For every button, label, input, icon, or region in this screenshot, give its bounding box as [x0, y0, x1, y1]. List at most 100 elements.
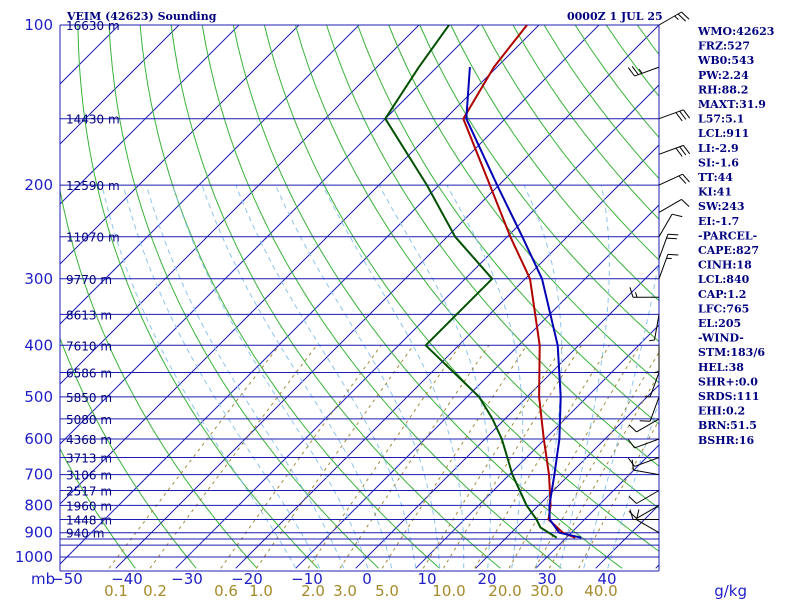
mixing-ratio-tick-label: 1.0 [249, 582, 273, 600]
temperature-tick-label: 0 [362, 570, 372, 588]
station-title: VEIM (42623) Sounding [66, 10, 217, 23]
stat-item: KI:41 [698, 186, 732, 199]
dry-adiabat-line [574, 25, 659, 139]
stat-item: -WIND- [698, 332, 744, 345]
isotherm-line [535, 444, 659, 569]
wind-barb [658, 144, 691, 157]
wind-barb [649, 314, 660, 342]
moist-adiabat-line [235, 184, 417, 569]
stat-item: BSHR:16 [698, 434, 754, 447]
dry-adiabat-line [108, 25, 380, 569]
wind-barb [644, 372, 660, 398]
height-label: 6586 m [66, 367, 112, 381]
mixing-ratio-line [255, 345, 414, 569]
isotherm-line [0, 13, 11, 568]
height-label: 3106 m [66, 469, 112, 483]
dry-adiabat-line [481, 25, 659, 261]
pressure-unit-label: mb [31, 570, 55, 588]
height-label: 5850 m [66, 391, 112, 405]
temperature-profile-line [462, 25, 576, 539]
stat-item: LFC:765 [698, 302, 749, 315]
moist-adiabat-line [101, 184, 297, 569]
height-label: 3713 m [66, 452, 112, 466]
stat-item: CAP:1.2 [698, 288, 746, 301]
wind-barb [639, 396, 660, 422]
stat-item: L57:5.1 [698, 113, 744, 126]
stat-item: STM:183/6 [698, 346, 765, 359]
mixing-ratio-tick-label: 2.0 [301, 582, 325, 600]
mixing-ratio-line [307, 345, 461, 569]
wind-barb [658, 198, 690, 213]
isotherm-line [60, 25, 480, 445]
wind-barb [658, 11, 690, 26]
mixing-ratio-line [220, 345, 382, 569]
height-label: 1448 m [66, 514, 112, 528]
moist-adiabat-line [322, 184, 465, 569]
pressure-tick-label: 800 [24, 496, 53, 514]
dewpoint-profile-line [384, 25, 558, 539]
pressure-tick-label: 700 [24, 466, 53, 484]
height-label: 4368 m [66, 433, 112, 447]
mixing-ratio-line [149, 344, 318, 569]
height-label: 9770 m [66, 273, 112, 287]
height-label: 2517 m [66, 485, 112, 499]
dry-adiabat-line [232, 25, 623, 569]
wind-barb [628, 504, 660, 519]
moist-adiabat-line [559, 185, 610, 569]
dry-adiabat-line [263, 25, 659, 552]
moist-adiabat-line [201, 184, 393, 569]
mixing-ratio-line [339, 345, 490, 569]
mixing-ratio-line [578, 419, 659, 569]
mixing-ratio-line [474, 345, 610, 569]
wind-barb [629, 509, 659, 520]
dry-adiabat-line [388, 25, 659, 384]
mixing-ratio-line [422, 345, 565, 569]
temperature-tick-label: −10 [291, 570, 323, 588]
height-label: 12590 m [66, 179, 120, 193]
temperature-tick-label: −20 [231, 570, 263, 588]
isotherm-line [60, 25, 540, 505]
stat-item: TT:44 [698, 171, 733, 184]
isotherm-line [60, 25, 600, 565]
dry-adiabat-line [357, 25, 659, 425]
isotherm-line [60, 25, 180, 145]
isotherm-line [60, 25, 420, 385]
stat-item: BRN:51.5 [698, 419, 757, 432]
mixing-ratio-line [534, 351, 659, 569]
dry-adiabat-line [139, 25, 440, 569]
dry-adiabat-line [60, 187, 258, 569]
isotherm-line [175, 84, 659, 569]
isotherm-line [475, 384, 659, 569]
stat-item: MAXT:31.9 [698, 98, 766, 111]
pressure-tick-label: 300 [24, 270, 53, 288]
stat-item: CAPE:827 [698, 244, 759, 257]
stat-item: EHI:0.2 [698, 405, 745, 418]
sounding-time: 0000Z 1 JUL 25 [567, 10, 663, 23]
stat-item: WMO:42623 [697, 25, 774, 38]
temperature-tick-label: 30 [537, 570, 556, 588]
stat-item: PW:2.24 [698, 69, 749, 82]
mixing-ratio-tick-label: 30.0 [530, 582, 563, 600]
temperature-tick-label: 20 [477, 570, 496, 588]
pressure-tick-label: 100 [24, 16, 53, 34]
wind-barb [628, 490, 660, 504]
wind-barb [629, 287, 659, 298]
moist-adiabat-line [122, 184, 321, 569]
moist-adiabat-line [523, 184, 563, 569]
mixing-ratio-tick-label: 0.6 [214, 582, 238, 600]
mixing-ratio-tick-label: 0.2 [143, 582, 167, 600]
wind-barb [636, 509, 660, 534]
wind-barb [658, 213, 683, 237]
moist-adiabat-line [275, 184, 441, 569]
pressure-tick-label: 500 [24, 388, 53, 406]
temperature-tick-label: 10 [417, 570, 436, 588]
moist-adiabat-line [172, 184, 369, 569]
dry-adiabat-line [450, 25, 659, 302]
mixing-ratio-line [442, 345, 583, 569]
stat-item: SW:243 [698, 200, 745, 213]
height-label: 5080 m [66, 413, 112, 427]
height-label: 1960 m [66, 499, 112, 513]
stat-item: -PARCEL- [698, 229, 757, 242]
mixing-ratio-line [548, 373, 659, 569]
